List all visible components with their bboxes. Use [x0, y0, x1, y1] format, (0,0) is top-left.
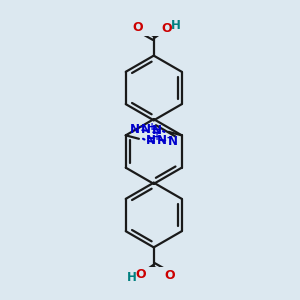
Text: O: O	[162, 22, 172, 34]
Text: H: H	[126, 271, 136, 284]
Text: N: N	[141, 123, 151, 136]
Text: O: O	[132, 21, 143, 34]
Text: O: O	[135, 268, 146, 281]
Text: N: N	[152, 124, 162, 137]
Text: O: O	[165, 269, 176, 282]
Text: N: N	[168, 135, 178, 148]
Text: N: N	[130, 123, 140, 136]
Text: -: -	[166, 133, 170, 142]
Text: N: N	[146, 134, 156, 147]
Text: H: H	[171, 19, 181, 32]
Text: +: +	[148, 122, 156, 132]
Text: N: N	[157, 134, 167, 147]
Text: +: +	[153, 132, 161, 142]
Text: -: -	[138, 122, 142, 132]
